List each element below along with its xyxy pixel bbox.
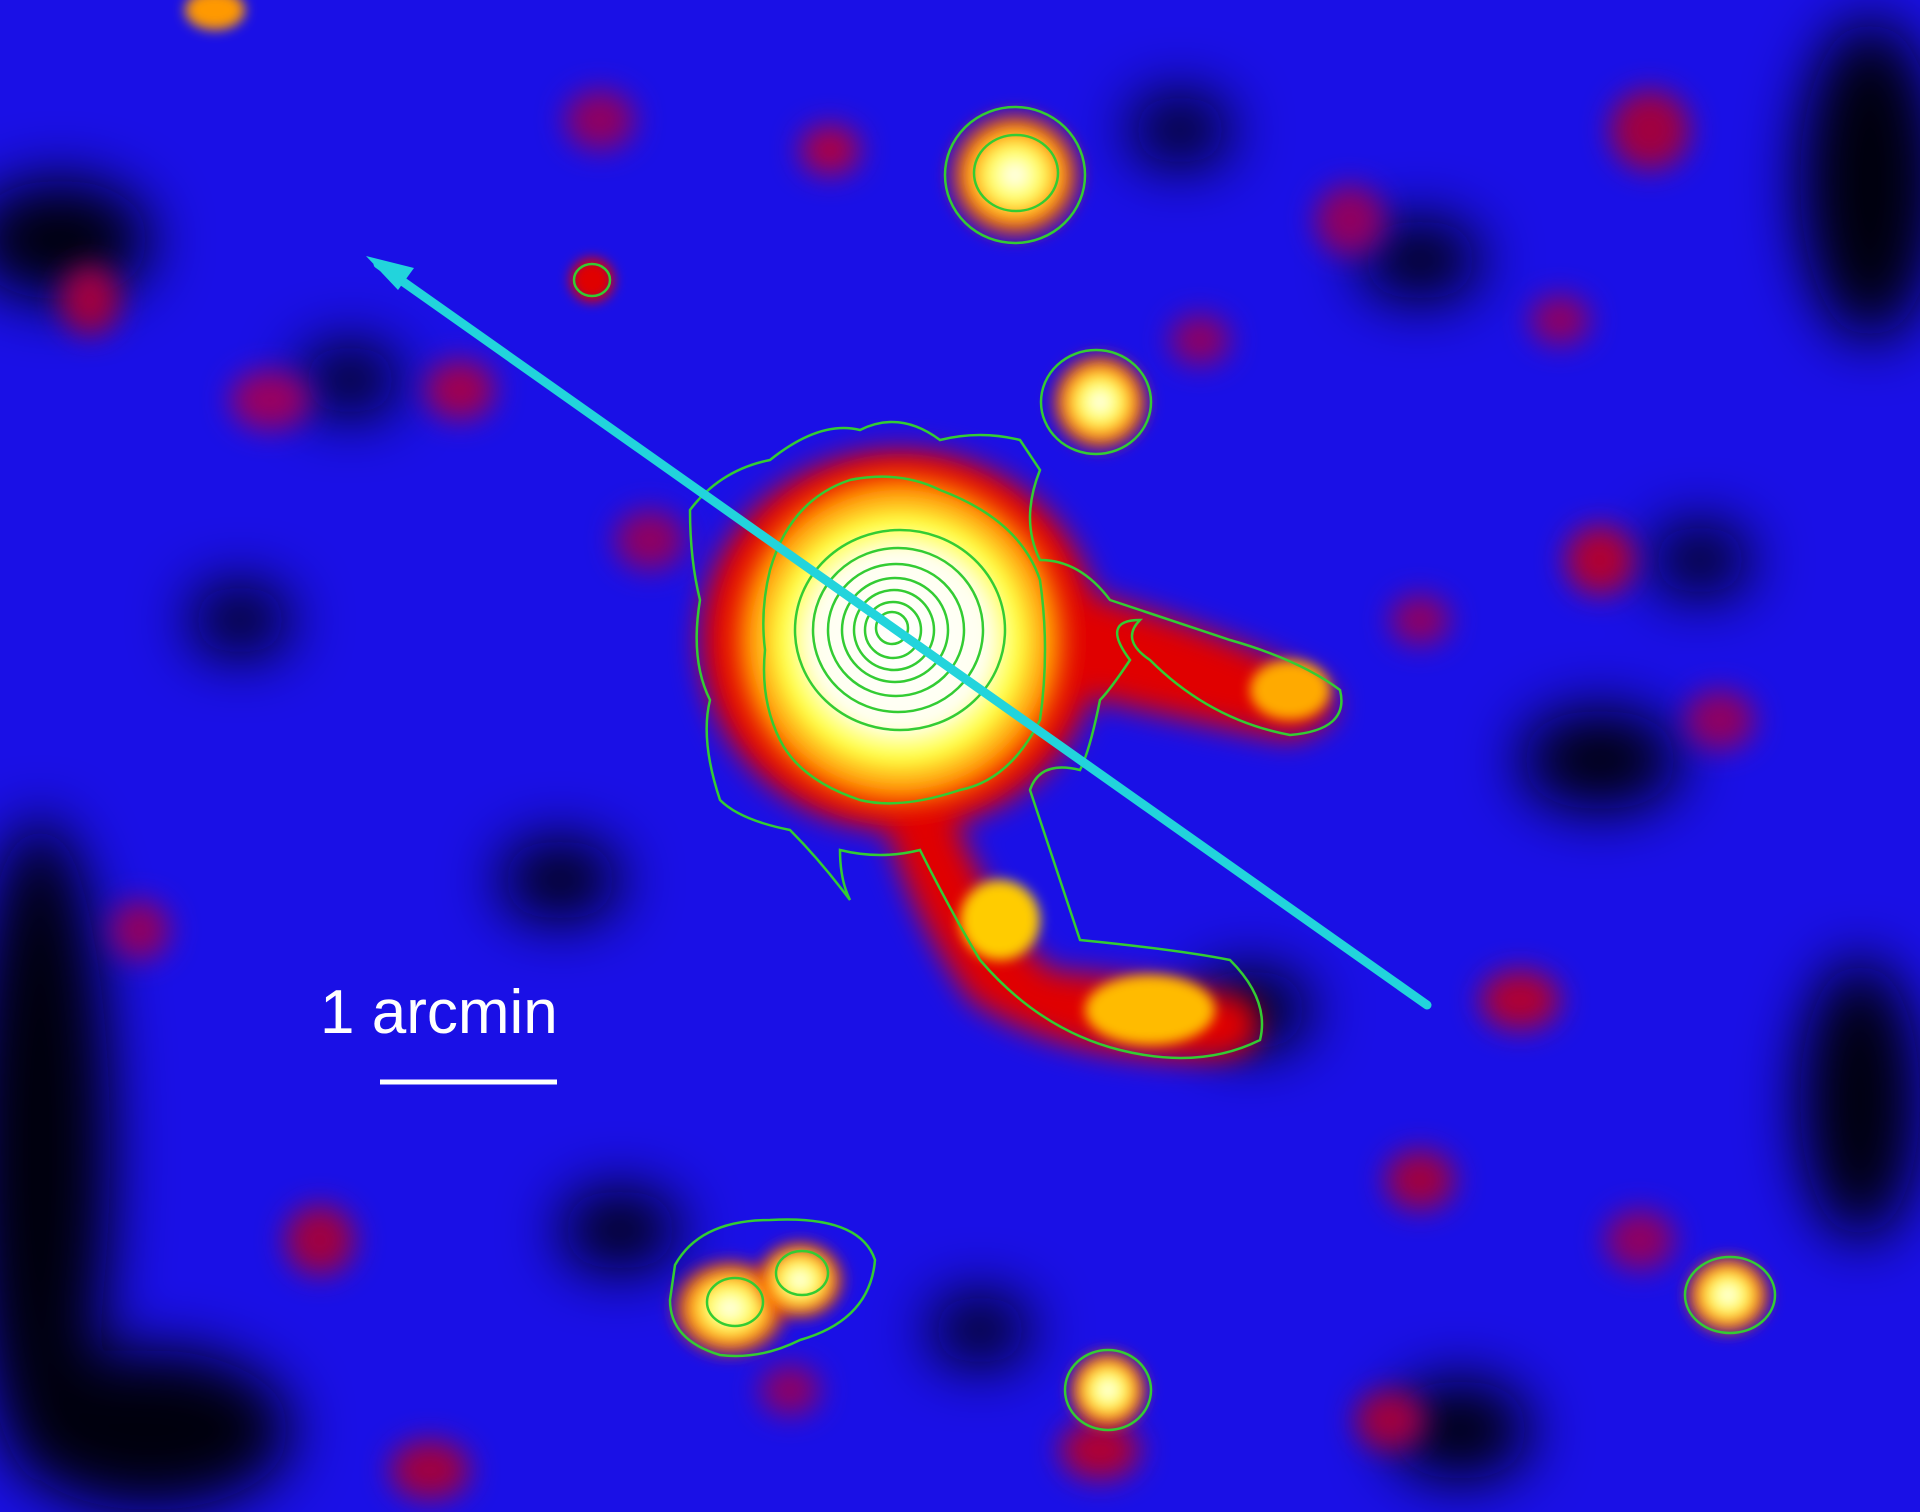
dark-regions bbox=[0, 20, 1920, 1510]
source-contour bbox=[1039, 348, 1153, 456]
main-source bbox=[710, 450, 1330, 1045]
contours bbox=[572, 105, 1777, 1432]
source-contour bbox=[668, 1218, 877, 1358]
source-contour bbox=[1683, 1255, 1777, 1335]
contour-level-2 bbox=[762, 475, 1047, 805]
noise-blobs bbox=[60, 90, 1755, 1500]
source-contour bbox=[943, 105, 1087, 245]
source-contour bbox=[572, 262, 612, 298]
source-contour bbox=[1063, 1348, 1153, 1432]
scale-bar-label: 1 arcmin bbox=[320, 978, 558, 1047]
point-sources bbox=[185, 0, 1776, 1435]
outer-contour bbox=[688, 420, 1343, 1060]
direction-arrow bbox=[366, 256, 1432, 1010]
